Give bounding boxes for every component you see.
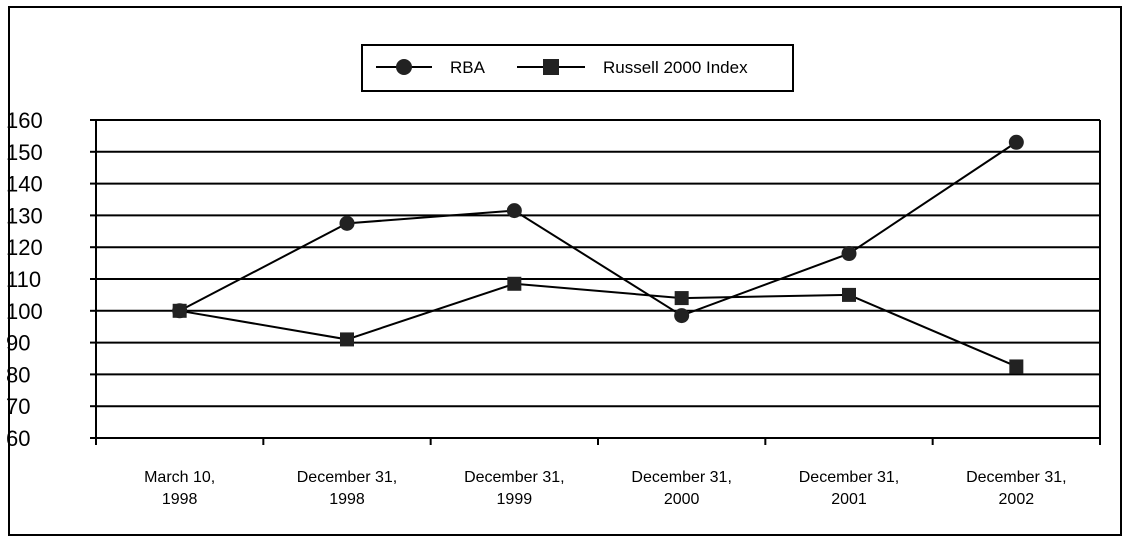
legend-item: Russell 2000 Index (517, 58, 748, 77)
data-point (841, 246, 857, 262)
x-category-label: 1999 (497, 491, 533, 508)
x-category-label: December 31, (464, 469, 565, 486)
data-point (507, 276, 522, 291)
y-tick-label: 60 (6, 426, 30, 451)
x-axis-category-labels: March 10, 1998 December 31, 1998 December 31… (144, 469, 1066, 508)
data-point (674, 291, 689, 306)
data-point (339, 215, 355, 231)
x-category-label: December 31, (799, 469, 900, 486)
series-0 (172, 134, 1024, 324)
x-category-label: 2001 (831, 491, 867, 508)
y-axis-tick-labels: 60 70 80 90 100 110 120 130 140 150 160 (6, 108, 43, 451)
data-point (340, 332, 354, 347)
x-category-label: December 31, (297, 469, 398, 486)
data-point (842, 287, 856, 302)
data-point (172, 303, 187, 318)
chart-frame (8, 6, 1122, 536)
y-tick-label: 120 (6, 235, 43, 260)
legend-label: Russell 2000 Index (603, 58, 748, 77)
y-tick-label: 140 (6, 172, 43, 197)
data-point (1009, 359, 1024, 374)
legend-marker (543, 59, 559, 75)
data-point (674, 308, 690, 324)
x-category-label: March 10, (144, 469, 215, 486)
data-point (506, 203, 522, 219)
legend-marker (396, 59, 412, 75)
legend: RBA Russell 2000 Index (361, 44, 794, 92)
y-tick-label: 100 (6, 299, 43, 324)
y-tick-label: 160 (6, 108, 43, 133)
series-1 (172, 276, 1024, 374)
legend-label: RBA (450, 58, 486, 77)
x-category-label: December 31, (966, 469, 1067, 486)
legend-box (361, 44, 794, 92)
legend-item: RBA (376, 58, 486, 77)
y-tick-label: 150 (6, 140, 43, 165)
y-tick-label: 80 (6, 362, 30, 387)
series-line (179, 141, 1017, 317)
y-tick-label: 110 (6, 267, 41, 292)
axes (95, 120, 1101, 445)
y-tick-label: 90 (6, 331, 30, 356)
x-category-label: December 31, (631, 469, 732, 486)
y-tick-label: 70 (6, 394, 30, 419)
x-category-label: 2002 (999, 491, 1035, 508)
data-point (1008, 134, 1024, 150)
y-tick-label: 130 (6, 203, 43, 228)
series-line (179, 282, 1017, 368)
series-group (172, 134, 1024, 374)
x-category-label: 2000 (664, 491, 700, 508)
x-category-label: 1998 (162, 491, 198, 508)
x-category-label: 1998 (329, 491, 365, 508)
